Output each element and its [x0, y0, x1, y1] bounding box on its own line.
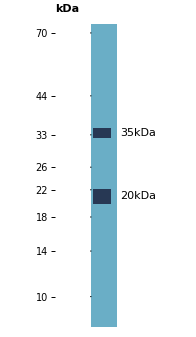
Bar [93, 128, 111, 138]
Text: 35kDa: 35kDa [120, 128, 156, 138]
Bar [91, 24, 117, 327]
Text: 20kDa: 20kDa [120, 191, 156, 201]
Bar [93, 189, 111, 204]
Text: kDa: kDa [55, 4, 79, 14]
